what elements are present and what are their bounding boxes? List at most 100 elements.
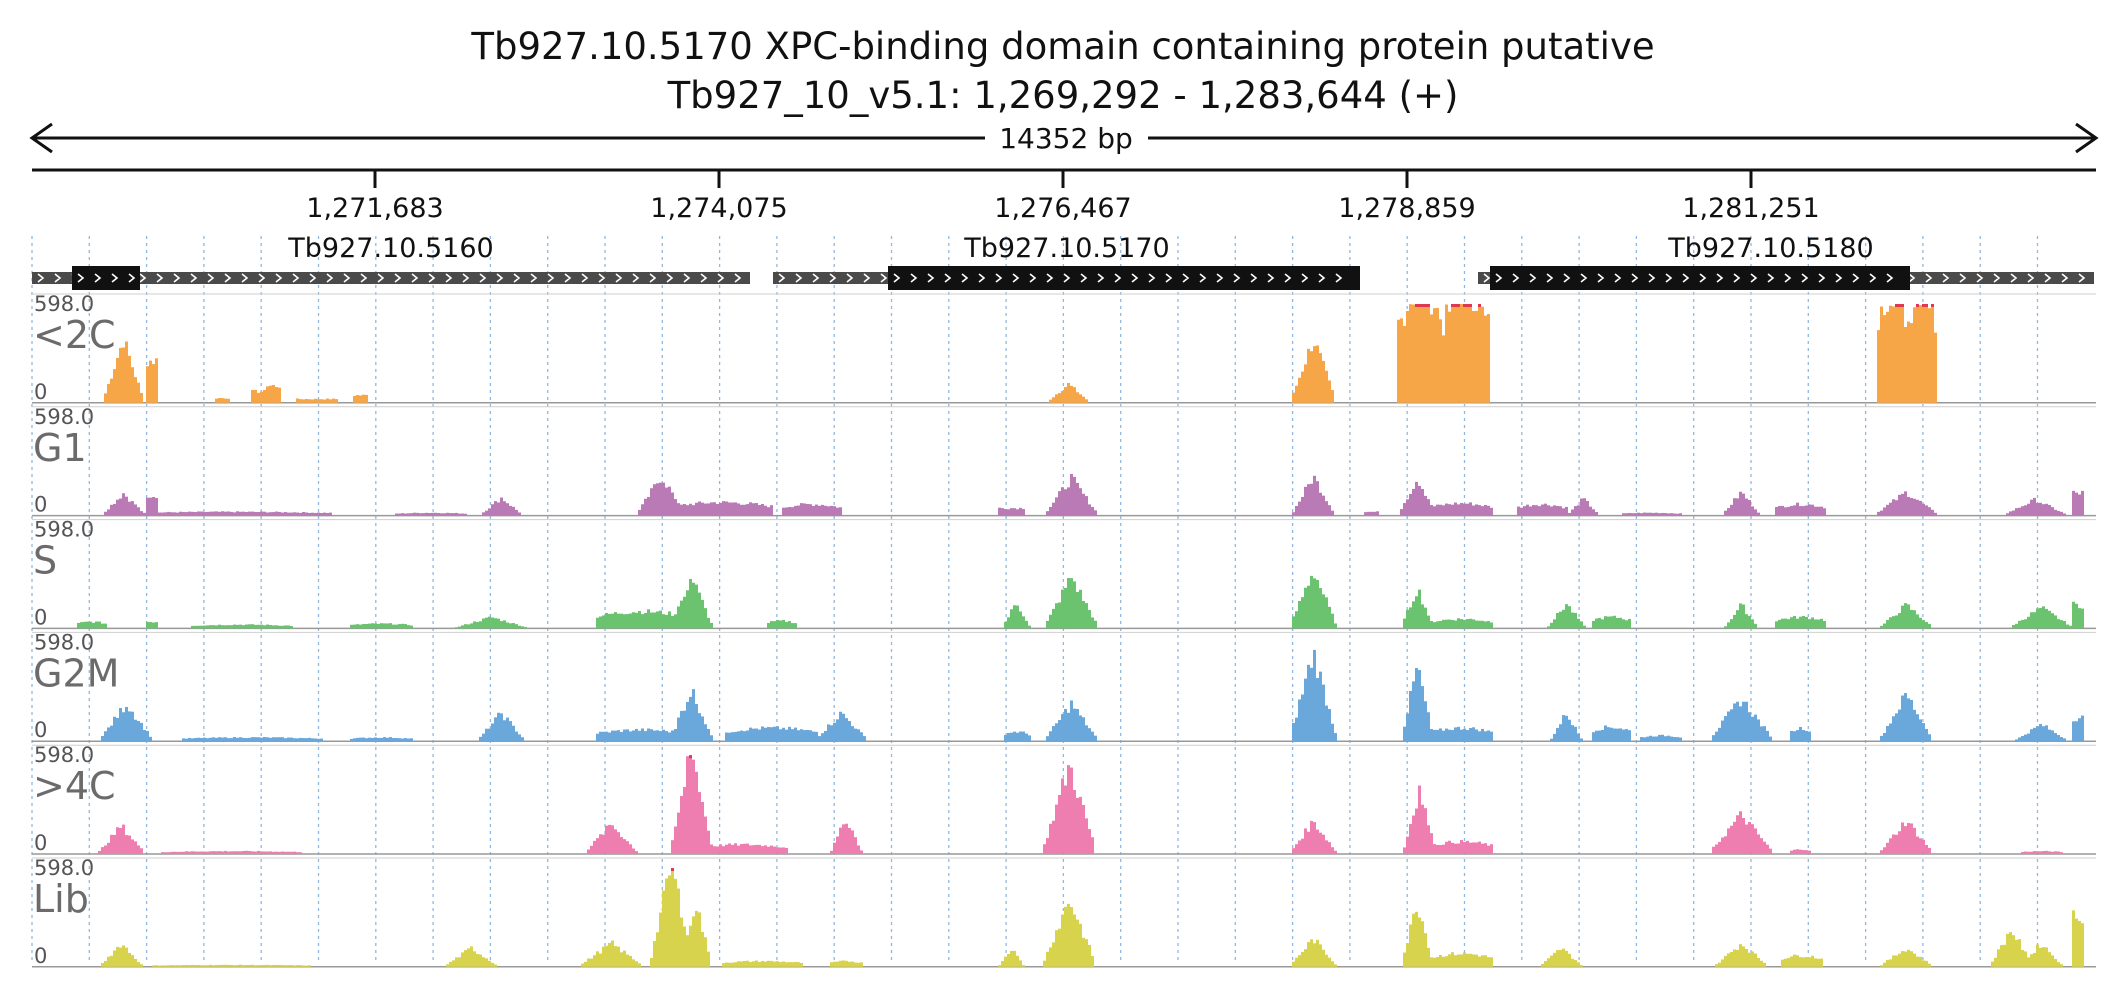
coverage-bar <box>464 513 467 516</box>
coverage-bar <box>710 844 713 854</box>
coverage-bar <box>758 961 761 967</box>
coverage-bar <box>2027 851 2030 854</box>
coverage-bar <box>284 512 287 516</box>
coverage-bar <box>1475 504 1478 516</box>
coverage-bar <box>740 844 743 854</box>
coverage-bar <box>1001 961 1004 967</box>
coverage-bar <box>1370 511 1373 516</box>
coverage-bar <box>1811 955 1814 967</box>
coverage-bar <box>104 960 107 967</box>
track-min-label: 0 <box>34 605 47 629</box>
track-name-label: <2C <box>33 313 116 357</box>
coverage-bar <box>1784 507 1787 516</box>
coverage-bar <box>1061 391 1064 403</box>
coverage-bar <box>194 737 197 742</box>
coverage-bar <box>2024 505 2027 516</box>
coverage-bar <box>632 959 635 967</box>
coverage-bar <box>623 950 626 967</box>
coverage-bar <box>1883 315 1886 403</box>
coverage-bar <box>746 960 749 967</box>
coverage-bar <box>1820 618 1823 629</box>
coverage-bar <box>185 512 188 516</box>
gene-label[interactable]: Tb927.10.5170 <box>963 233 1169 264</box>
coverage-bar <box>2048 729 2051 742</box>
coverage-bar <box>782 847 785 854</box>
coverage-bar <box>779 962 782 967</box>
coverage-bar <box>794 727 797 742</box>
coverage-bar <box>254 851 257 854</box>
coverage-bar <box>2048 952 2051 967</box>
coverage-bar <box>1022 616 1025 629</box>
coverage-bar <box>146 497 149 516</box>
axis-tick-label: 1,278,859 <box>1338 193 1475 224</box>
coverage-bar <box>473 621 476 629</box>
coverage-bar <box>2033 851 2036 854</box>
coverage-bar <box>269 965 272 967</box>
coverage-bar <box>1796 955 1799 967</box>
coverage-bar <box>1553 619 1556 629</box>
coverage-bar <box>188 737 191 742</box>
coverage-bar <box>1553 733 1556 742</box>
coverage-bar <box>713 846 716 854</box>
coverage-bar <box>1046 511 1049 516</box>
coverage-bar <box>1292 722 1295 742</box>
coverage-bar <box>623 839 626 854</box>
coverage-bar <box>695 584 698 629</box>
coverage-bar <box>719 844 722 854</box>
coverage-bar <box>1727 828 1730 854</box>
coverage-track: 598.00S <box>32 518 2096 629</box>
coverage-bar <box>1901 304 1904 403</box>
coverage-bar <box>1472 954 1475 967</box>
coverage-bar <box>221 964 224 967</box>
coverage-bar <box>296 965 299 967</box>
coverage-bar <box>1904 826 1907 854</box>
coverage-bar <box>1766 844 1769 854</box>
coverage-bar <box>116 499 119 516</box>
coverage-bar <box>1715 964 1718 967</box>
coverage-bar <box>1316 345 1319 403</box>
coverage-bar <box>1457 304 1460 403</box>
coverage-bar <box>245 624 248 629</box>
coverage-bar <box>2051 955 2054 967</box>
coverage-bar <box>773 846 776 854</box>
coverage-bar <box>596 838 599 854</box>
coverage-bar <box>632 612 635 629</box>
coverage-bar <box>1307 348 1310 403</box>
coverage-bar <box>1607 616 1610 629</box>
coverage-bar <box>281 512 284 516</box>
coverage-bar <box>602 615 605 629</box>
coverage-bar <box>131 367 134 403</box>
gene-utr-bar[interactable] <box>32 272 750 284</box>
coverage-bar <box>2078 920 2081 967</box>
coverage-bar <box>707 503 710 516</box>
coverage-bar <box>143 512 146 516</box>
coverage-bar <box>1922 304 1925 403</box>
gene-label[interactable]: Tb927.10.5160 <box>287 233 493 264</box>
clip-marker <box>1415 304 1418 307</box>
coverage-bar <box>470 946 473 967</box>
coverage-bar <box>263 389 266 403</box>
coverage-bar <box>1916 836 1919 854</box>
coverage-bar <box>278 625 281 629</box>
gene-label[interactable]: Tb927.10.5180 <box>1667 233 1873 264</box>
coverage-bar <box>305 738 308 742</box>
coverage-bar <box>1745 498 1748 516</box>
coverage-bar <box>743 843 746 854</box>
coverage-bar <box>1487 621 1490 629</box>
coverage-bar <box>1091 731 1094 742</box>
coverage-bar <box>1739 706 1742 742</box>
coverage-bar <box>1298 955 1301 967</box>
coverage-bar <box>1490 957 1493 967</box>
coverage-bar <box>2033 727 2036 742</box>
coverage-bar <box>1439 954 1442 967</box>
coverage-bar <box>239 624 242 629</box>
coverage-bar <box>1595 512 1598 516</box>
coverage-bar <box>182 511 185 516</box>
coverage-bar <box>248 850 251 854</box>
coverage-bar <box>776 847 779 854</box>
coverage-bar <box>683 503 686 516</box>
coverage-bar <box>1334 850 1337 854</box>
coverage-bar <box>1817 958 1820 967</box>
coverage-bar <box>2081 608 2084 629</box>
coverage-bar <box>206 738 209 742</box>
